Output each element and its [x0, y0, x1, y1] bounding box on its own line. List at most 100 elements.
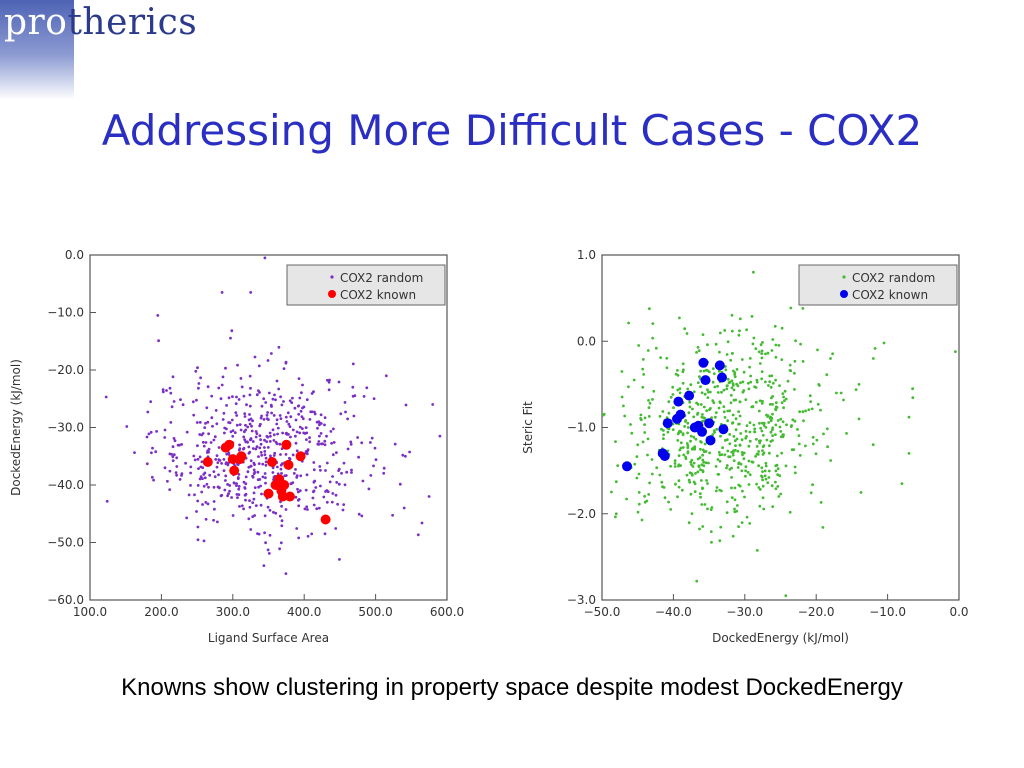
- random-point: [761, 399, 764, 403]
- random-point: [196, 457, 200, 461]
- random-point: [317, 440, 321, 443]
- random-point: [694, 437, 698, 441]
- random-point: [755, 445, 759, 448]
- plot-frame: [89, 254, 448, 601]
- random-point: [642, 373, 646, 376]
- random-point: [643, 423, 646, 426]
- random-point: [204, 422, 207, 425]
- random-point: [633, 462, 637, 466]
- x-tick-label: 400.0: [287, 605, 321, 619]
- random-point: [317, 506, 321, 510]
- random-point: [272, 454, 276, 457]
- random-point: [666, 430, 670, 434]
- random-point: [692, 390, 696, 394]
- random-point: [637, 344, 641, 347]
- random-point: [839, 391, 843, 395]
- random-point: [161, 390, 165, 394]
- random-point: [871, 357, 875, 360]
- random-point: [226, 494, 230, 498]
- random-point: [221, 375, 225, 379]
- random-point: [768, 451, 771, 455]
- random-point: [771, 434, 774, 437]
- random-point: [738, 422, 741, 426]
- random-point: [245, 403, 248, 407]
- random-point: [677, 485, 681, 489]
- random-point: [677, 479, 681, 483]
- random-point: [770, 396, 773, 400]
- random-point: [230, 329, 234, 333]
- random-point: [280, 519, 284, 523]
- random-point: [263, 450, 267, 453]
- random-point: [725, 387, 729, 391]
- known-point: [267, 457, 278, 467]
- random-point: [726, 384, 729, 387]
- random-point: [248, 422, 252, 426]
- random-point: [220, 291, 224, 294]
- random-point: [235, 414, 239, 417]
- random-point: [337, 380, 341, 384]
- scatter-svg-1: −50.0 −40.0 −30.0 −20.0 −10.0 0.0 1.0 0.0 −1.0 −2…: [521, 248, 969, 645]
- random-point: [758, 399, 762, 403]
- random-point: [738, 444, 742, 447]
- random-point: [214, 409, 218, 412]
- logo-part-therics: therics: [67, 2, 198, 43]
- random-point: [342, 461, 346, 465]
- random-point: [701, 487, 704, 490]
- random-point: [683, 327, 687, 331]
- random-point: [761, 484, 765, 488]
- random-point: [248, 499, 251, 502]
- random-point: [224, 462, 228, 466]
- random-point: [269, 434, 272, 438]
- y-tick-label: −10.0: [47, 306, 84, 320]
- random-point: [329, 430, 333, 433]
- random-point: [168, 386, 172, 390]
- random-point: [259, 438, 262, 442]
- random-point: [323, 439, 327, 443]
- random-point: [742, 389, 746, 392]
- random-point: [235, 395, 238, 399]
- random-point: [256, 470, 260, 474]
- random-point: [696, 413, 699, 416]
- random-point: [686, 444, 690, 448]
- random-point: [761, 496, 765, 500]
- random-point: [748, 365, 751, 369]
- random-point: [907, 452, 911, 455]
- random-point: [238, 423, 242, 426]
- random-point: [362, 395, 366, 398]
- random-point: [231, 434, 235, 438]
- random-point: [284, 508, 288, 511]
- random-point: [774, 469, 778, 473]
- random-point: [283, 474, 287, 478]
- random-point: [230, 418, 234, 422]
- random-point: [216, 461, 220, 464]
- random-point: [323, 416, 327, 419]
- random-point: [718, 331, 722, 335]
- random-point: [821, 526, 825, 529]
- random-point: [793, 419, 797, 423]
- random-point: [768, 380, 772, 384]
- random-point: [198, 421, 202, 424]
- random-point: [316, 426, 319, 430]
- y-axis-label: Steric Fit: [521, 401, 535, 454]
- random-point: [171, 459, 175, 462]
- random-point: [249, 386, 252, 390]
- random-point: [693, 482, 697, 486]
- random-point: [325, 500, 329, 504]
- random-point: [175, 473, 179, 477]
- random-point: [298, 489, 302, 493]
- random-point: [197, 386, 200, 390]
- random-point: [759, 426, 763, 430]
- random-point: [679, 441, 683, 445]
- random-point: [206, 502, 210, 506]
- random-point: [871, 443, 875, 447]
- random-point: [681, 381, 685, 385]
- random-point: [276, 426, 280, 430]
- random-point: [233, 431, 237, 434]
- random-point: [252, 497, 256, 501]
- random-point: [258, 446, 262, 450]
- random-point: [797, 434, 801, 437]
- random-point: [202, 473, 206, 476]
- random-point: [816, 402, 820, 406]
- random-point: [769, 419, 773, 423]
- random-point: [857, 417, 861, 421]
